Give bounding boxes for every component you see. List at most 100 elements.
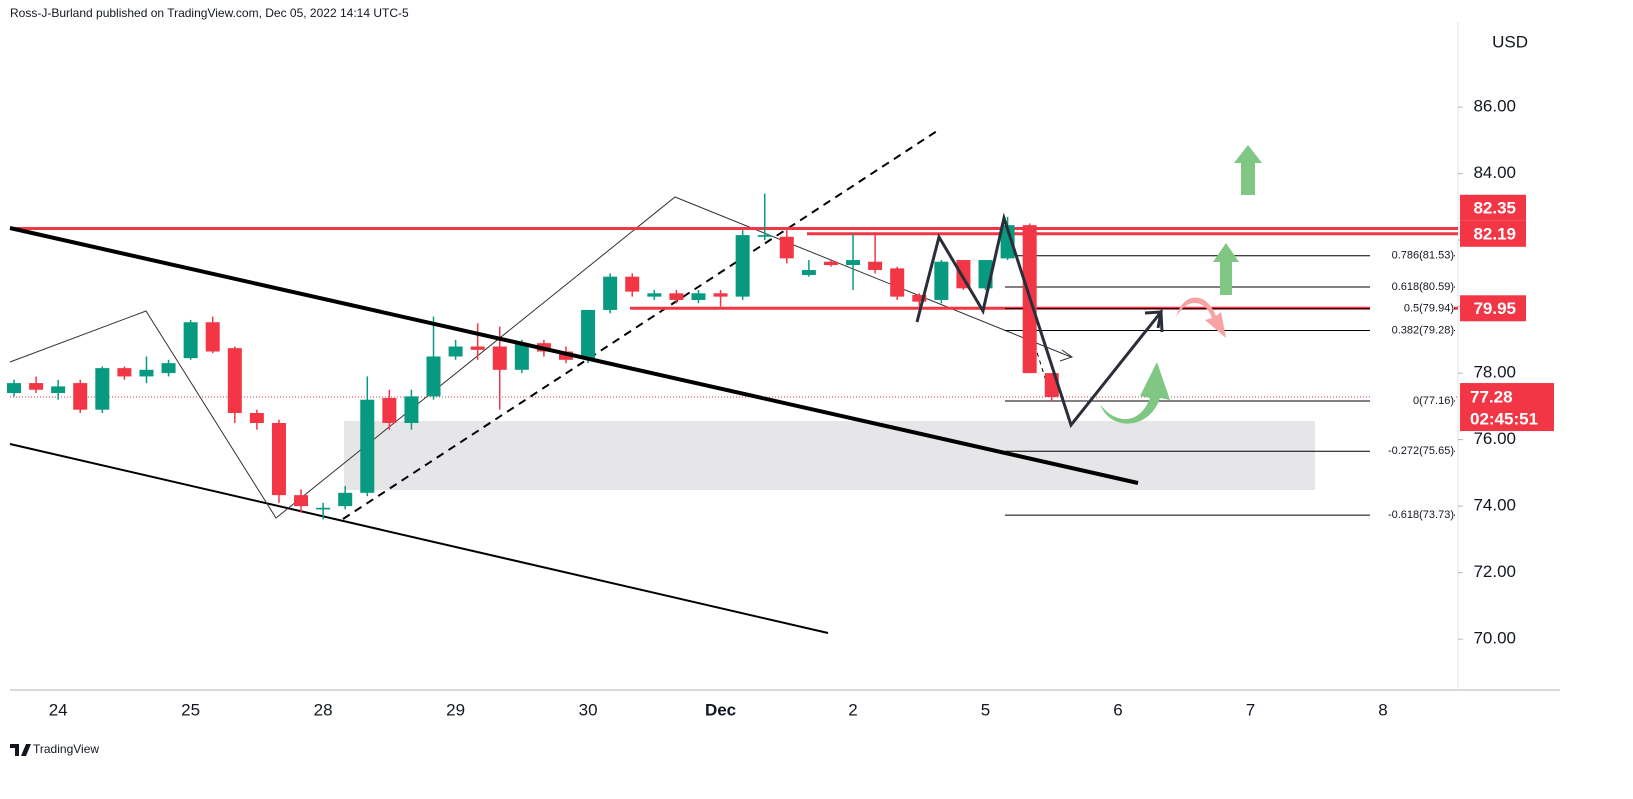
logo [10, 744, 31, 756]
candle-body [912, 294, 927, 302]
candle-body [382, 398, 397, 423]
candle-body [404, 396, 419, 423]
candle-body [139, 369, 154, 377]
candle-body [603, 276, 618, 310]
price-tag-label: 79.95 [1473, 299, 1516, 318]
y-tick-label: 72.00 [1473, 562, 1516, 581]
candle-body [117, 368, 132, 377]
price-tag-label: 82.19 [1473, 224, 1516, 243]
candle-body [779, 236, 794, 259]
fib-label-bg [1370, 508, 1454, 523]
x-tick-label: 25 [181, 700, 200, 719]
x-tick-label: 24 [49, 700, 68, 719]
last-price-label: 77.28 [1470, 388, 1513, 407]
fib-label: 0.786(81.53) [1392, 250, 1454, 262]
candle-body [338, 492, 353, 507]
candle-body [735, 235, 750, 297]
candle-body [757, 235, 772, 237]
price-tag-label: 82.35 [1473, 198, 1516, 217]
trendline [342, 130, 938, 520]
fib-label: 0(77.16) [1413, 395, 1454, 407]
x-tick-label: 28 [314, 700, 333, 719]
price-tag [1460, 295, 1526, 322]
fib-label: 0.618(80.59) [1392, 281, 1454, 293]
up-arrow [1213, 243, 1239, 295]
fib-label-bg [1370, 394, 1454, 409]
candle-body [227, 348, 242, 414]
candle-body [713, 293, 728, 297]
x-tick-label: 7 [1246, 700, 1255, 719]
candle-body [890, 268, 905, 297]
arrowhead [1144, 310, 1163, 329]
x-tick-label: Dec [705, 700, 736, 719]
candle-body [801, 270, 816, 276]
candle-body [426, 356, 441, 397]
zigzag [9, 196, 1072, 519]
candle-body [1000, 225, 1015, 259]
fib-label-bg [1370, 301, 1454, 316]
candle-body [51, 386, 66, 394]
curved-arrow [1176, 297, 1226, 338]
candle-body [294, 495, 309, 507]
y-tick-label: 76.00 [1473, 429, 1516, 448]
x-tick-label: 2 [848, 700, 857, 719]
fib-label: 0.5(79.94) [1404, 303, 1454, 315]
fib-label-bg [1370, 323, 1454, 338]
candle-body [514, 343, 529, 370]
candle-body [470, 346, 485, 350]
y-tick-label: 74.00 [1473, 496, 1516, 515]
fib-label: 0.382(79.28) [1392, 324, 1454, 336]
last-price-tag [1460, 383, 1554, 432]
curved-arrow [1100, 362, 1170, 424]
candle-body [492, 346, 507, 370]
fib-label-bg [1370, 444, 1454, 459]
candle-body [95, 368, 110, 410]
x-tick-label: 5 [981, 700, 990, 719]
candle-body [316, 507, 331, 510]
candle-body [73, 383, 88, 410]
drawings [9, 145, 1262, 485]
candle-body [669, 293, 684, 300]
candle-body [360, 399, 375, 493]
fib-label: -0.618(73.73) [1388, 509, 1454, 521]
x-tick-label: 29 [446, 700, 465, 719]
trendline [9, 226, 1139, 485]
y-tick-label: 78.00 [1473, 363, 1516, 382]
candle-body [448, 346, 463, 357]
trendline [9, 443, 829, 634]
candle-body [934, 261, 949, 300]
candle-body [161, 363, 176, 374]
candle-body [581, 309, 596, 359]
price-tag [1460, 220, 1526, 247]
y-tick-label: 70.00 [1473, 629, 1516, 648]
candle-body [823, 261, 838, 266]
arrowhead [1059, 349, 1074, 362]
candle-body [249, 413, 264, 423]
candle-body [183, 322, 198, 359]
candles: 0.786(81.53) 0.618(80.59) 0.5(79.94) 0.382(… [7, 193, 1458, 523]
x-tick-label: 30 [579, 700, 598, 719]
footer-text: TradingView [33, 742, 99, 756]
fib-label: -0.272(75.65) [1388, 445, 1454, 457]
up-arrow [1234, 145, 1262, 195]
candle-body [647, 293, 662, 297]
candle-body [29, 383, 44, 390]
y-tick-label: 86.00 [1473, 97, 1516, 116]
x-tick-label: 6 [1113, 700, 1122, 719]
y-tick-label: 84.00 [1473, 163, 1516, 182]
drawings [9, 130, 1315, 634]
fib-label-bg [1370, 248, 1454, 263]
currency: USD [1492, 32, 1528, 51]
candle-body [271, 422, 286, 496]
fib-label-bg [1370, 279, 1454, 294]
price-tag [1460, 194, 1526, 221]
x-tick-label: 8 [1378, 700, 1387, 719]
countdown: 02:45:51 [1470, 410, 1538, 429]
candle-body [625, 276, 640, 292]
candle-body [691, 293, 706, 300]
candle-body [7, 383, 21, 394]
candle-body [846, 260, 861, 266]
zone [344, 421, 1315, 490]
projection [915, 212, 1164, 429]
